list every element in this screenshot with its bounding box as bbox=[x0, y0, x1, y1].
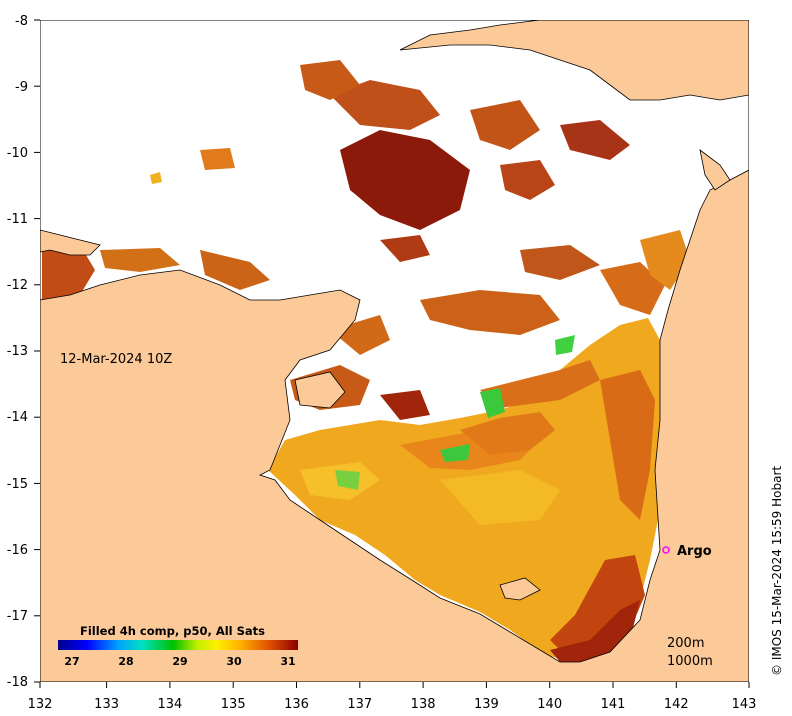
y-tick-label: -8 bbox=[15, 14, 28, 29]
x-tick-label: 135 bbox=[221, 697, 246, 712]
colorbar-gradient bbox=[58, 640, 298, 650]
colorbar-tick: 30 bbox=[226, 655, 242, 668]
x-tick-label: 136 bbox=[284, 697, 309, 712]
x-tick-label: 141 bbox=[601, 697, 626, 712]
x-tick-label: 137 bbox=[347, 697, 372, 712]
x-tick-label: 143 bbox=[732, 697, 757, 712]
y-tick-label: -16 bbox=[7, 543, 28, 558]
y-tick-label: -12 bbox=[7, 278, 28, 293]
y-tick-label: -15 bbox=[7, 477, 28, 492]
y-tick-label: -10 bbox=[7, 146, 28, 161]
y-tick-label: -11 bbox=[7, 212, 28, 227]
x-tick-label: 142 bbox=[664, 697, 689, 712]
argo-label: Argo bbox=[677, 544, 712, 559]
colorbar-tick: 28 bbox=[118, 655, 133, 668]
land bbox=[40, 20, 749, 682]
x-tick-label: 134 bbox=[157, 697, 182, 712]
y-axis-labels: -8 -9 -10 -11 -12 -13 -14 -15 -16 -17 -1… bbox=[7, 14, 28, 690]
x-tick-label: 138 bbox=[411, 697, 436, 712]
colorbar-tick: 27 bbox=[64, 655, 79, 668]
x-tick-label: 139 bbox=[474, 697, 499, 712]
depth-label-200m: 200m bbox=[667, 636, 704, 651]
axis-ticks bbox=[34, 19, 750, 688]
argo-marker[interactable] bbox=[662, 546, 670, 554]
y-tick-label: -17 bbox=[7, 609, 28, 624]
colorbar-tick: 29 bbox=[172, 655, 187, 668]
colorbar-title: Filled 4h comp, p50, All Sats bbox=[80, 624, 265, 638]
colorbar-tick: 31 bbox=[280, 655, 295, 668]
x-axis-labels: 132 133 134 135 136 137 138 139 140 141 … bbox=[28, 697, 757, 712]
sst-field bbox=[42, 60, 690, 662]
x-tick-label: 133 bbox=[94, 697, 119, 712]
colorbar: Filled 4h comp, p50, All Sats 27 28 29 3… bbox=[58, 624, 298, 668]
y-tick-label: -14 bbox=[7, 410, 28, 425]
credit-text: © IMOS 15-Mar-2024 15:59 Hobart bbox=[770, 465, 784, 676]
x-tick-label: 140 bbox=[537, 697, 562, 712]
depth-label-1000m: 1000m bbox=[667, 654, 713, 669]
date-label: 12-Mar-2024 10Z bbox=[60, 352, 172, 367]
x-tick-label: 132 bbox=[28, 697, 53, 712]
y-tick-label: -13 bbox=[7, 344, 28, 359]
y-tick-label: -9 bbox=[15, 80, 28, 95]
y-tick-label: -18 bbox=[7, 675, 28, 690]
